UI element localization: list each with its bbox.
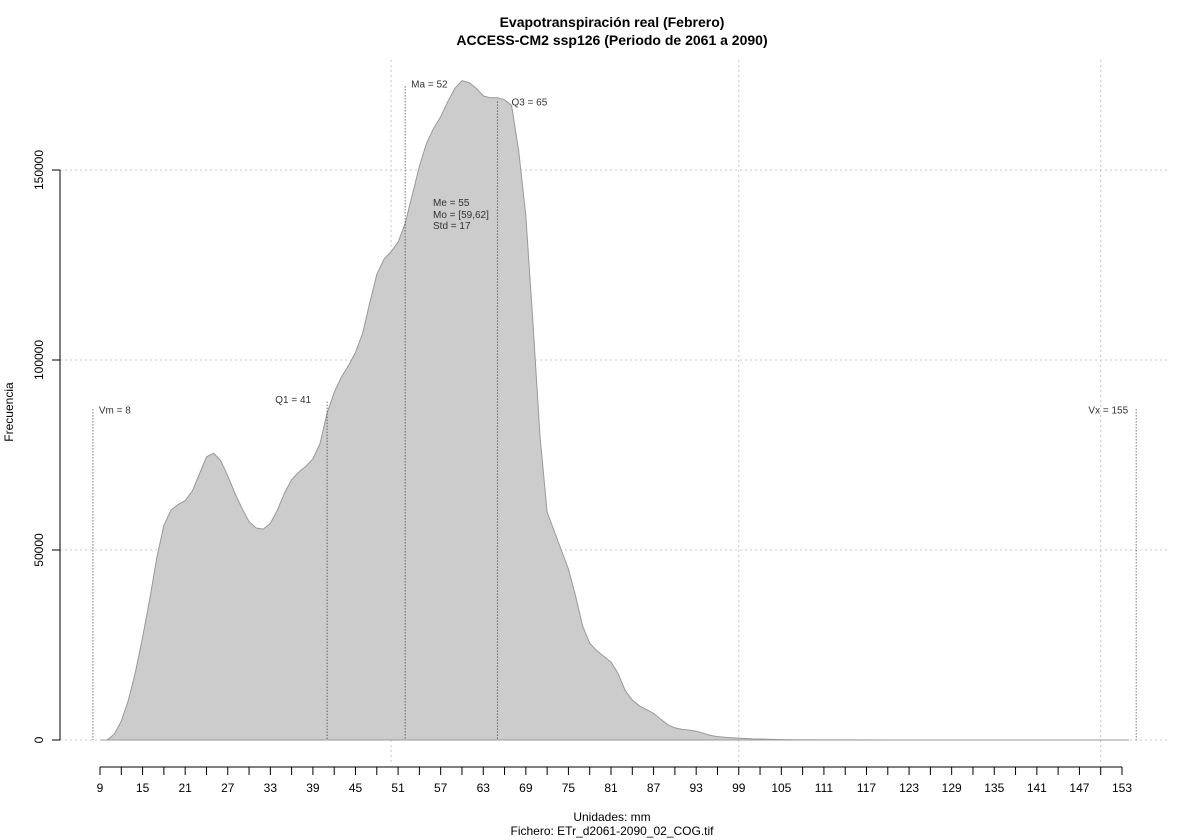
x-tick-label: 45: [349, 781, 363, 795]
chart-subtitle: ACCESS-CM2 ssp126 (Periodo de 2061 a 209…: [456, 32, 767, 48]
x-tick-label: 51: [391, 781, 405, 795]
stat-label-ma: Ma = 52: [411, 79, 448, 90]
stats-text-block: Me = 55 Mo = [59,62] Std = 17: [433, 198, 489, 232]
x-tick-label: 141: [1027, 781, 1047, 795]
x-tick-label: 27: [221, 781, 235, 795]
y-tick-label: 0: [32, 736, 46, 743]
x-tick-label: 147: [1069, 781, 1089, 795]
x-tick-label: 69: [519, 781, 533, 795]
y-axis: 0 50000 100000 150000: [32, 150, 61, 743]
stat-label-vx: Vx = 155: [1088, 405, 1128, 416]
y-axis-label: Frecuencia: [2, 382, 16, 442]
x-axis: 9 15 21 27 33 39 45 51 57 63 69 75 81 87 93 99 105 111 117…: [97, 766, 1132, 795]
x-tick-label: 39: [306, 781, 320, 795]
frequency-area: [100, 80, 1130, 741]
x-tick-label: 111: [815, 781, 834, 795]
x-tick-label: 123: [899, 781, 919, 795]
x-tick-label: 153: [1112, 781, 1132, 795]
x-tick-label: 99: [732, 781, 746, 795]
chart-title: Evapotranspiración real (Febrero): [500, 14, 725, 30]
stat-mode-text: Mo = [59,62]: [433, 210, 489, 221]
y-tick-label: 150000: [32, 150, 46, 190]
x-axis-label: Unidades: mm: [573, 810, 650, 824]
stat-median-text: Me = 55: [433, 198, 470, 209]
x-tick-label: 87: [647, 781, 661, 795]
y-tick-label: 100000: [32, 340, 46, 380]
x-tick-label: 9: [97, 781, 104, 795]
x-tick-label: 63: [477, 781, 491, 795]
y-tick-label: 50000: [32, 533, 46, 567]
x-tick-label: 135: [984, 781, 1004, 795]
x-tick-label: 81: [604, 781, 618, 795]
stat-lines: Vm = 8 Q1 = 41 Ma = 52 Q3 = 65 Vx = 155: [92, 79, 1137, 740]
x-tick-label: 129: [942, 781, 962, 795]
x-tick-label: 105: [771, 781, 791, 795]
file-label: Fichero: ETr_d2061-2090_02_COG.tif: [511, 824, 715, 838]
x-tick-label: 57: [434, 781, 448, 795]
x-tick-label: 21: [178, 781, 192, 795]
stat-label-q3: Q3 = 65: [511, 98, 547, 109]
x-tick-label: 93: [689, 781, 703, 795]
x-tick-label: 15: [136, 781, 150, 795]
x-tick-label: 75: [562, 781, 576, 795]
stat-label-vm: Vm = 8: [99, 405, 131, 416]
stat-std-text: Std = 17: [433, 221, 471, 232]
x-tick-label: 117: [857, 781, 876, 795]
stat-label-q1: Q1 = 41: [275, 395, 311, 406]
x-tick-label: 33: [264, 781, 278, 795]
